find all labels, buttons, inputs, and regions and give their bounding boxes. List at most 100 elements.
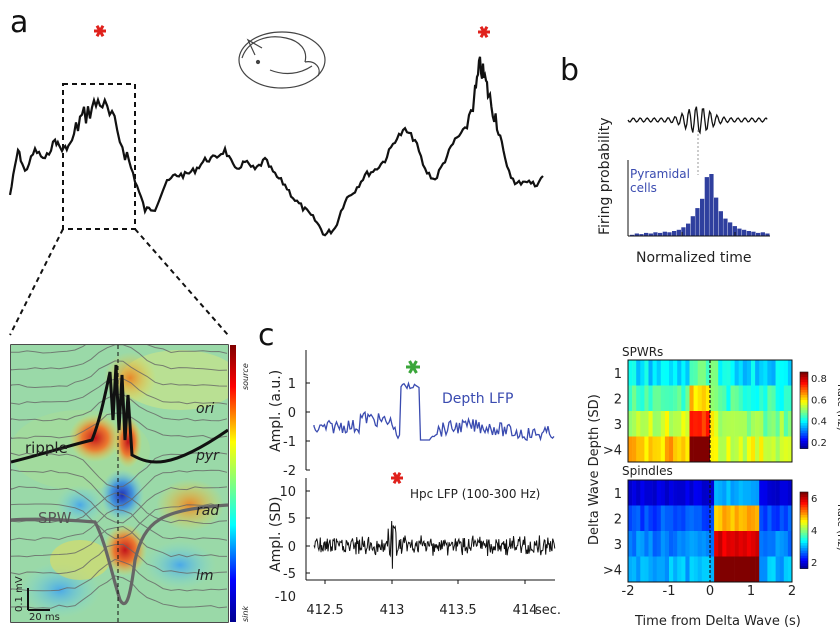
heatmap-cell	[669, 531, 674, 557]
heatmap-cell	[697, 531, 703, 557]
heatmap-cell	[783, 360, 789, 386]
heatmap-cell	[779, 411, 785, 437]
colorbar-cell	[800, 553, 808, 557]
heatmap-cell	[742, 505, 748, 532]
colorbar-cell	[800, 550, 808, 554]
heatmap-cell	[759, 360, 764, 386]
heatmap-cell	[693, 411, 698, 437]
heatmap-cell	[730, 360, 735, 386]
heatmap-cell	[722, 360, 727, 386]
heatmap-cell	[763, 385, 768, 412]
heatmap-cell	[669, 385, 674, 412]
colorbar-cell	[800, 430, 808, 434]
heatmap-cell	[730, 531, 735, 557]
heatmap-cell	[648, 556, 653, 583]
colorbar-cell	[800, 397, 808, 401]
heatmap-cell	[718, 505, 723, 532]
heatmap-cell	[697, 385, 703, 412]
heatmap-cell	[660, 531, 666, 557]
heatmap-cell	[759, 480, 764, 506]
heatmap-cell	[656, 360, 662, 386]
csd-contour-line	[11, 575, 228, 609]
heatmap-cell	[718, 360, 723, 386]
heatmap-cell	[710, 531, 715, 557]
heatmap-cell	[673, 505, 678, 532]
heatmap-cell	[640, 531, 645, 557]
histogram-bar	[718, 211, 723, 236]
heatmap-cell	[787, 556, 793, 583]
heatmap-cell	[738, 505, 744, 532]
heatmap-cell	[751, 385, 756, 412]
lfp-trace-main	[8, 56, 544, 237]
histogram-bar	[700, 198, 705, 236]
heatmap-cell	[718, 531, 723, 557]
heatmap-cell	[644, 556, 649, 583]
heatmap-cell	[636, 505, 641, 532]
heatmap-cell	[763, 556, 768, 583]
heatmap-cell	[771, 556, 776, 583]
heatmap-cell	[701, 505, 707, 532]
heatmap-cell	[738, 411, 744, 437]
heatmap-xtick-label: 0	[706, 584, 714, 599]
heatmap-cell	[714, 556, 719, 583]
colorbar-cell	[800, 530, 808, 534]
heatmap-cell	[755, 411, 760, 437]
heatmap-cell	[746, 505, 752, 532]
heatmap-ytick-label: 3	[614, 538, 622, 553]
pyramidal-legend-2: cells	[630, 181, 657, 195]
heatmap-cell	[693, 556, 698, 583]
colorbar-cell	[800, 517, 808, 521]
heatmap-cell	[734, 360, 739, 386]
colorbar-cell	[800, 502, 808, 506]
heatmap-cell	[648, 385, 653, 412]
sleeping-mouse-icon	[238, 31, 326, 89]
heatmap-cell	[775, 556, 780, 583]
colorbar-cell	[800, 520, 808, 523]
depth-lfp-trace	[313, 381, 555, 442]
heatmap-cell	[714, 360, 719, 386]
heatmap-cell	[734, 505, 739, 532]
heatmap-cell	[718, 385, 723, 412]
colorbar-tick-label: 6	[811, 494, 817, 505]
heatmap-cell	[660, 505, 666, 532]
heatmap-cell	[722, 505, 727, 532]
top-ytick-label: -2	[283, 464, 296, 479]
heatmap-cell	[779, 360, 785, 386]
heatmap-cell	[636, 385, 641, 412]
hpc-lfp-legend: Hpc LFP (100-300 Hz)	[410, 487, 540, 501]
top-ytick-label: 1	[288, 377, 296, 392]
heatmap-cell	[767, 531, 772, 557]
colorbar-cell	[800, 407, 808, 411]
heatmap-cell	[677, 436, 682, 463]
heatmap-cell	[783, 505, 789, 532]
heatmap-cell	[730, 556, 735, 583]
heatmap-ytick-label: 2	[614, 512, 622, 527]
heatmap-cell	[685, 505, 690, 532]
heatmap-cell	[673, 556, 678, 583]
heatmap-cell	[787, 436, 793, 463]
histogram-bar	[667, 232, 672, 236]
heatmap-cell	[652, 531, 657, 557]
histogram-bar	[676, 229, 681, 236]
colorbar-tick-label: 0.2	[811, 438, 827, 449]
heatmap-cell	[648, 505, 653, 532]
heatmap-cell	[689, 411, 694, 437]
star-marker-green	[406, 360, 420, 374]
heatmap-cell	[701, 411, 707, 437]
heatmap-ytick-label: 1	[614, 367, 622, 382]
colorbar-cell	[800, 440, 808, 444]
colorbar-cell	[800, 509, 808, 513]
heatmap-cell	[746, 531, 752, 557]
colorbar-cell	[800, 417, 808, 421]
heatmap-cell	[722, 531, 727, 557]
histogram-bar	[732, 226, 737, 236]
heatmap-cell	[632, 360, 637, 386]
histogram-bar	[681, 227, 686, 236]
heatmap-cell	[656, 556, 662, 583]
heatmap-cell	[705, 436, 711, 463]
spw-trace	[11, 503, 228, 606]
histogram-bar	[704, 177, 709, 236]
heatmap-cell	[697, 411, 703, 437]
heatmap-cell	[697, 556, 703, 583]
heatmap-cell	[759, 556, 764, 583]
